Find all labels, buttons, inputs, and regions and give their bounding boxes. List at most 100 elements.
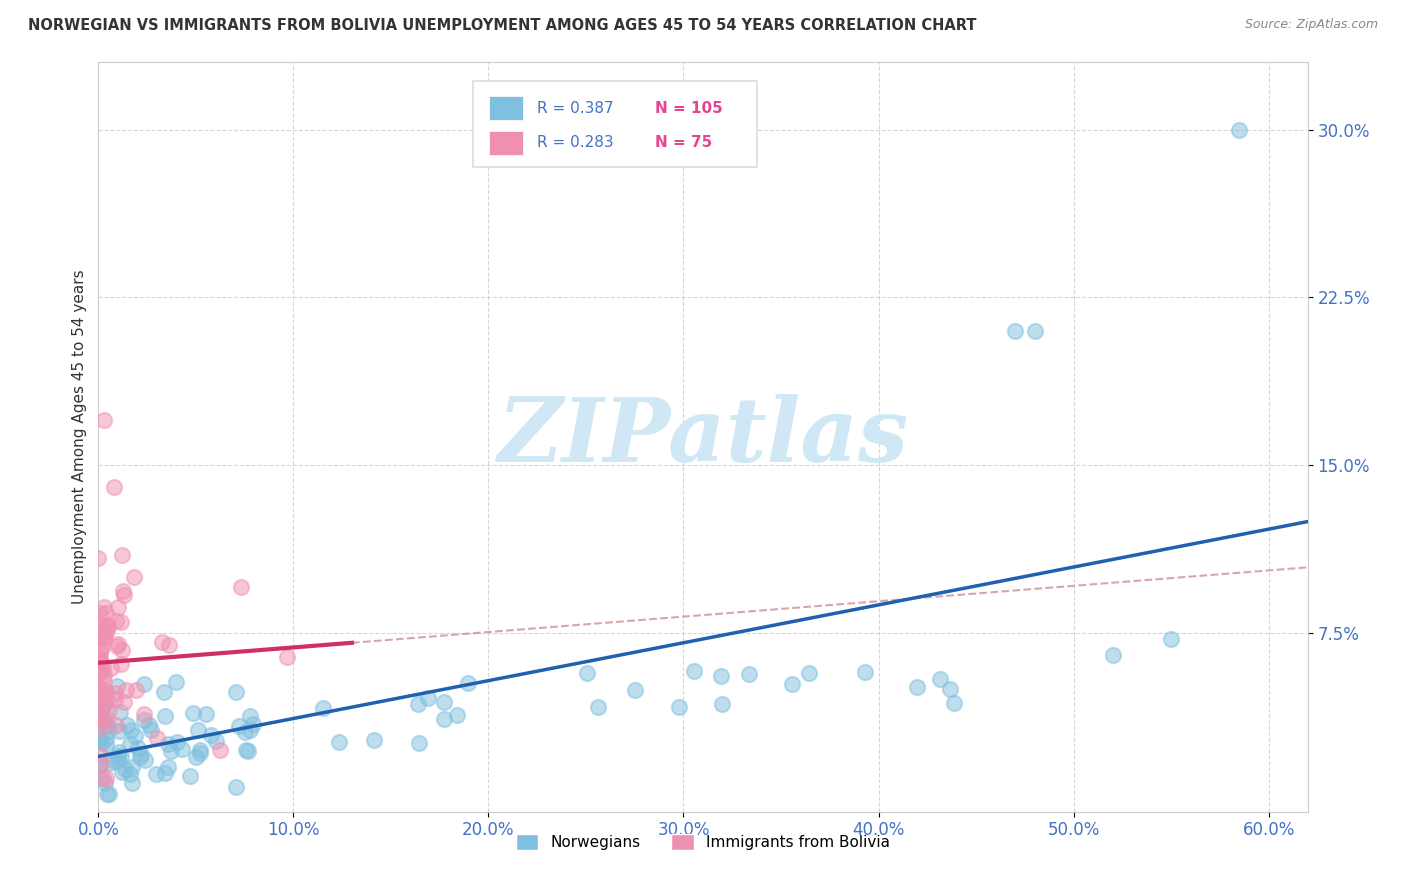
Point bbox=[408, 736, 430, 750]
Point bbox=[853, 665, 876, 679]
Legend: Norwegians, Immigrants from Bolivia: Norwegians, Immigrants from Bolivia bbox=[509, 829, 897, 856]
Point bbox=[94, 683, 117, 698]
Point bbox=[89, 747, 111, 762]
Point bbox=[928, 673, 950, 687]
Point bbox=[107, 600, 129, 615]
Point bbox=[94, 685, 117, 699]
Point bbox=[433, 696, 456, 710]
Point bbox=[87, 690, 110, 705]
Point bbox=[110, 615, 132, 629]
Point bbox=[93, 667, 115, 681]
Point bbox=[188, 743, 211, 757]
Point bbox=[710, 669, 733, 683]
Point bbox=[91, 736, 114, 750]
Point bbox=[150, 634, 173, 648]
Point bbox=[90, 641, 112, 656]
Point bbox=[114, 683, 136, 698]
Point bbox=[416, 691, 439, 706]
Point bbox=[87, 708, 110, 723]
Point bbox=[157, 638, 180, 652]
Point bbox=[194, 706, 217, 721]
Point bbox=[179, 769, 201, 783]
Point bbox=[1160, 632, 1182, 647]
Point bbox=[105, 679, 128, 693]
Point bbox=[108, 705, 131, 719]
Point bbox=[134, 676, 156, 690]
Point bbox=[98, 723, 121, 738]
Point bbox=[97, 717, 120, 731]
Point bbox=[98, 756, 121, 770]
Point bbox=[89, 713, 111, 727]
Point bbox=[129, 750, 152, 764]
Point bbox=[120, 723, 142, 738]
Point bbox=[110, 748, 132, 763]
Y-axis label: Unemployment Among Ages 45 to 54 years: Unemployment Among Ages 45 to 54 years bbox=[72, 269, 87, 605]
Point bbox=[110, 657, 132, 672]
Point bbox=[205, 734, 228, 748]
Point bbox=[94, 719, 117, 733]
Point bbox=[236, 744, 259, 758]
Point bbox=[87, 615, 110, 630]
Point bbox=[939, 682, 962, 697]
Point bbox=[96, 787, 118, 801]
Point bbox=[87, 732, 110, 747]
Point bbox=[433, 713, 456, 727]
Text: N = 105: N = 105 bbox=[655, 101, 723, 116]
Point bbox=[738, 667, 761, 681]
Point bbox=[87, 712, 110, 726]
Point bbox=[89, 650, 111, 665]
Point bbox=[111, 548, 134, 562]
Point bbox=[159, 744, 181, 758]
Point bbox=[89, 606, 111, 620]
Point bbox=[90, 665, 112, 680]
Point bbox=[152, 685, 174, 699]
Point bbox=[121, 760, 143, 774]
Point bbox=[94, 712, 117, 726]
Point bbox=[96, 620, 118, 634]
Point bbox=[91, 771, 114, 785]
Text: R = 0.387: R = 0.387 bbox=[537, 101, 614, 116]
Point bbox=[94, 775, 117, 789]
Point bbox=[87, 694, 110, 708]
Point bbox=[89, 756, 111, 771]
Point bbox=[107, 749, 129, 764]
Point bbox=[91, 661, 114, 675]
Point bbox=[94, 698, 117, 712]
Point bbox=[124, 683, 146, 698]
Point bbox=[228, 719, 250, 733]
Point bbox=[682, 664, 704, 678]
Point bbox=[93, 674, 115, 689]
Point bbox=[87, 714, 110, 729]
Point bbox=[91, 681, 114, 696]
Point bbox=[100, 661, 122, 675]
Point bbox=[156, 760, 179, 774]
Point bbox=[242, 716, 264, 731]
Point bbox=[406, 697, 429, 711]
Point bbox=[98, 787, 121, 801]
Point bbox=[96, 693, 118, 707]
Point bbox=[107, 637, 129, 651]
Point bbox=[89, 690, 111, 704]
Point bbox=[90, 656, 112, 670]
Point bbox=[328, 735, 350, 749]
Point bbox=[225, 685, 247, 699]
Point bbox=[96, 737, 118, 751]
Point bbox=[89, 662, 111, 676]
Point bbox=[457, 675, 479, 690]
Point bbox=[942, 696, 965, 710]
Point bbox=[229, 580, 252, 594]
Point bbox=[118, 767, 141, 781]
Point bbox=[905, 680, 928, 694]
Point bbox=[187, 723, 209, 737]
Point bbox=[780, 677, 803, 691]
Point bbox=[87, 682, 110, 697]
Point bbox=[225, 780, 247, 794]
Text: N = 75: N = 75 bbox=[655, 135, 711, 150]
Point bbox=[87, 630, 110, 644]
Point bbox=[114, 762, 136, 776]
Point bbox=[96, 607, 118, 621]
Point bbox=[1004, 324, 1026, 338]
Point bbox=[93, 698, 115, 713]
Point bbox=[132, 714, 155, 728]
Point bbox=[107, 723, 129, 738]
